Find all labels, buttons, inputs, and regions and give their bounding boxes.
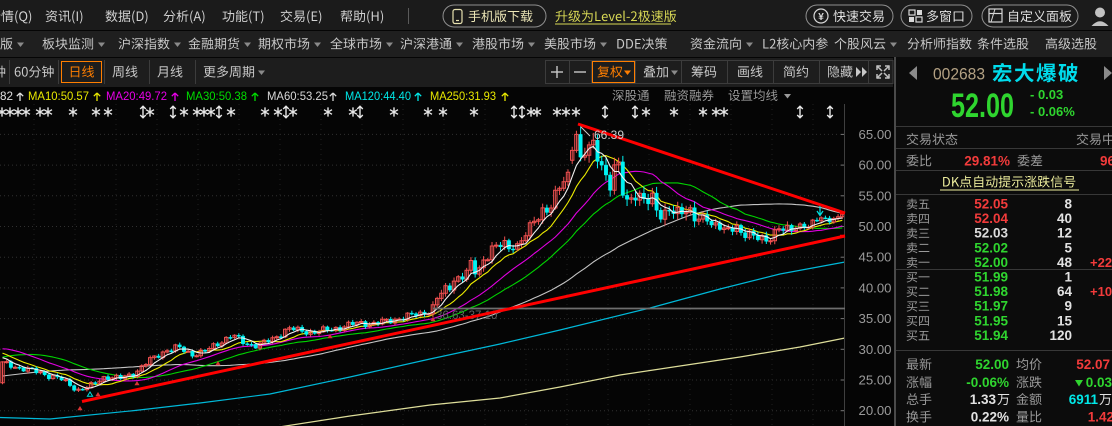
svg-text:65.00: 65.00 (859, 128, 892, 142)
svg-text:MA120:44.40: MA120:44.40 (345, 89, 411, 103)
svg-text:29.81%: 29.81% (964, 154, 1010, 169)
svg-text:0.22%: 0.22% (971, 410, 1009, 425)
svg-text:52.00: 52.00 (974, 255, 1008, 270)
svg-text:35.00: 35.00 (859, 312, 892, 326)
svg-text:55.00: 55.00 (859, 189, 892, 203)
svg-text:52.02: 52.02 (974, 240, 1008, 255)
svg-text:MA250:31.93: MA250:31.93 (430, 89, 496, 103)
svg-text:50.00: 50.00 (859, 220, 892, 234)
svg-text:002683: 002683 (933, 65, 985, 84)
svg-text:1: 1 (1064, 270, 1072, 285)
svg-text:20.00: 20.00 (859, 404, 892, 418)
svg-text:MA30:50.38: MA30:50.38 (186, 89, 247, 103)
svg-text:52.00: 52.00 (951, 87, 1014, 125)
svg-text:+10: +10 (1090, 284, 1112, 299)
svg-text:96: 96 (1100, 154, 1112, 169)
svg-text:120: 120 (1049, 328, 1072, 343)
svg-text:52.04: 52.04 (974, 211, 1008, 226)
svg-text:40: 40 (1057, 211, 1072, 226)
svg-text:30.00: 30.00 (859, 343, 892, 357)
svg-text:MA20:49.72: MA20:49.72 (106, 89, 167, 103)
svg-text:51.97: 51.97 (974, 299, 1008, 314)
svg-text:8: 8 (1064, 197, 1072, 212)
svg-text:51.95: 51.95 (974, 313, 1008, 328)
svg-text:- 0.03: - 0.03 (1030, 87, 1063, 102)
svg-text:48: 48 (1057, 255, 1073, 270)
svg-text:-0.06%: -0.06% (966, 375, 1009, 390)
svg-text:6911: 6911 (1069, 392, 1099, 407)
svg-text:36.63-37.10: 36.63-37.10 (436, 310, 497, 322)
svg-text:82: 82 (0, 89, 13, 103)
svg-text:MA60:53.25: MA60:53.25 (267, 89, 328, 103)
svg-text:1.33: 1.33 (970, 392, 997, 407)
svg-text:40.00: 40.00 (859, 281, 892, 295)
svg-text:66.39: 66.39 (594, 128, 624, 142)
svg-text:51.99: 51.99 (974, 270, 1008, 285)
svg-text:- 0.06%: - 0.06% (1030, 104, 1075, 119)
svg-text:64: 64 (1057, 284, 1073, 299)
svg-text:MA10:50.57: MA10:50.57 (28, 89, 89, 103)
svg-text:45.00: 45.00 (859, 251, 892, 265)
svg-text:60.00: 60.00 (859, 159, 892, 173)
svg-text:52.03: 52.03 (974, 226, 1008, 241)
svg-text:0.03: 0.03 (1086, 375, 1112, 390)
svg-text:52.05: 52.05 (974, 197, 1008, 212)
svg-text:51.94: 51.94 (974, 328, 1008, 343)
svg-text:¥: ¥ (818, 12, 824, 23)
svg-text:15: 15 (1057, 313, 1073, 328)
svg-text:9: 9 (1064, 299, 1072, 314)
svg-text:5: 5 (1064, 240, 1072, 255)
svg-text:1.42: 1.42 (1088, 410, 1112, 425)
svg-text:52.00: 52.00 (975, 357, 1009, 372)
svg-text:12: 12 (1057, 226, 1072, 241)
svg-text:25.00: 25.00 (859, 374, 892, 388)
svg-text:+22: +22 (1090, 255, 1112, 270)
svg-text:52.07: 52.07 (1076, 357, 1110, 372)
svg-text:51.98: 51.98 (974, 284, 1008, 299)
